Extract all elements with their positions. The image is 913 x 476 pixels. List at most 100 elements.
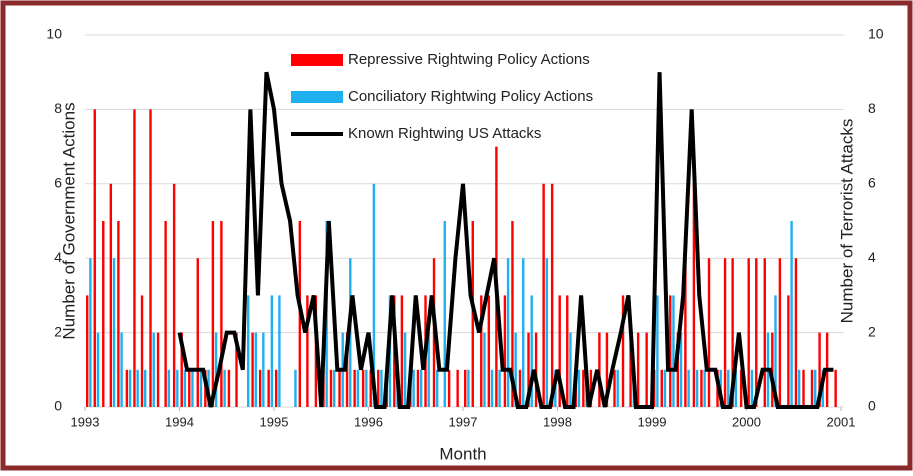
bar (400, 295, 404, 407)
x-tick-label: 1997 (449, 414, 478, 429)
bar (112, 258, 116, 407)
bar (810, 369, 814, 407)
bar (731, 258, 734, 407)
x-tick-label: 1993 (71, 414, 100, 429)
bar (755, 258, 758, 407)
bar (747, 258, 750, 407)
bar (353, 369, 356, 407)
bar (700, 369, 703, 407)
bar (456, 369, 459, 407)
bar (734, 369, 738, 407)
bar (471, 221, 474, 407)
bar (345, 332, 349, 407)
bar (467, 369, 470, 407)
y-tick-label: 10 (46, 26, 62, 42)
bar (372, 183, 376, 407)
bar (684, 258, 687, 407)
bar (183, 369, 187, 407)
bar (616, 369, 619, 407)
bar (750, 369, 754, 407)
bar (419, 369, 423, 407)
bar (514, 332, 517, 407)
bar (527, 332, 530, 407)
bar (403, 332, 407, 407)
bar (802, 369, 805, 407)
y2-tick-label: 8 (868, 100, 876, 116)
bar (96, 332, 100, 407)
bar (534, 332, 538, 407)
bar (589, 369, 593, 407)
bar (511, 221, 514, 407)
bar (487, 295, 491, 407)
bar (120, 332, 123, 407)
x-tick-label: 1995 (260, 414, 289, 429)
x-tick-label: 2001 (827, 414, 856, 429)
y2-axis-label: Number of Terrorist Attacks (837, 119, 856, 324)
bar (464, 369, 467, 407)
bar (235, 332, 238, 407)
bar (558, 295, 561, 407)
x-tick-label: 1998 (543, 414, 572, 429)
y2-tick-label: 0 (868, 398, 876, 414)
bar (447, 369, 451, 407)
bar (191, 369, 194, 407)
bar (93, 109, 96, 408)
bar (480, 295, 483, 407)
y-tick-label: 8 (54, 100, 62, 116)
bar (102, 221, 105, 407)
bar (128, 369, 132, 407)
bar (144, 369, 147, 407)
bar (220, 221, 223, 407)
bar (338, 369, 341, 407)
bar (763, 258, 766, 407)
bar (787, 295, 790, 407)
bar (270, 295, 274, 407)
bar (687, 369, 690, 407)
bar (86, 295, 89, 407)
bar (774, 295, 777, 407)
bar (503, 295, 507, 407)
bar (790, 221, 793, 407)
bar (443, 221, 446, 407)
bar (89, 258, 92, 407)
bar (109, 183, 113, 407)
bar (412, 369, 415, 407)
bar (550, 183, 554, 407)
y-tick-label: 6 (54, 175, 62, 191)
bar (542, 183, 545, 407)
x-tick-label: 1999 (638, 414, 667, 429)
bar (140, 295, 144, 407)
bar (227, 369, 231, 407)
bar (172, 183, 176, 407)
bar (629, 332, 632, 407)
bar (569, 332, 572, 407)
bar (771, 332, 774, 407)
y2-tick-label: 2 (868, 323, 876, 339)
bar (598, 332, 601, 407)
bar (530, 295, 533, 407)
bar (692, 183, 696, 407)
bar (196, 258, 199, 407)
bar (133, 109, 136, 408)
bar (707, 258, 711, 407)
bar (258, 369, 262, 407)
bar (214, 332, 218, 407)
bar (278, 295, 281, 407)
bar (703, 369, 706, 407)
bar (262, 332, 265, 407)
bar (369, 369, 372, 407)
bar (613, 369, 616, 407)
x-tick-label: 2000 (732, 414, 761, 429)
legend-swatch (291, 91, 343, 103)
y-tick-label: 4 (54, 249, 62, 265)
bar (254, 332, 257, 407)
bar (498, 369, 501, 407)
bar (294, 369, 297, 407)
bar (188, 369, 191, 407)
bar (136, 369, 139, 407)
bar (149, 109, 152, 408)
bar (672, 295, 675, 407)
legend-text: Repressive Rightwing Policy Actions (348, 51, 590, 68)
bar (582, 369, 585, 407)
